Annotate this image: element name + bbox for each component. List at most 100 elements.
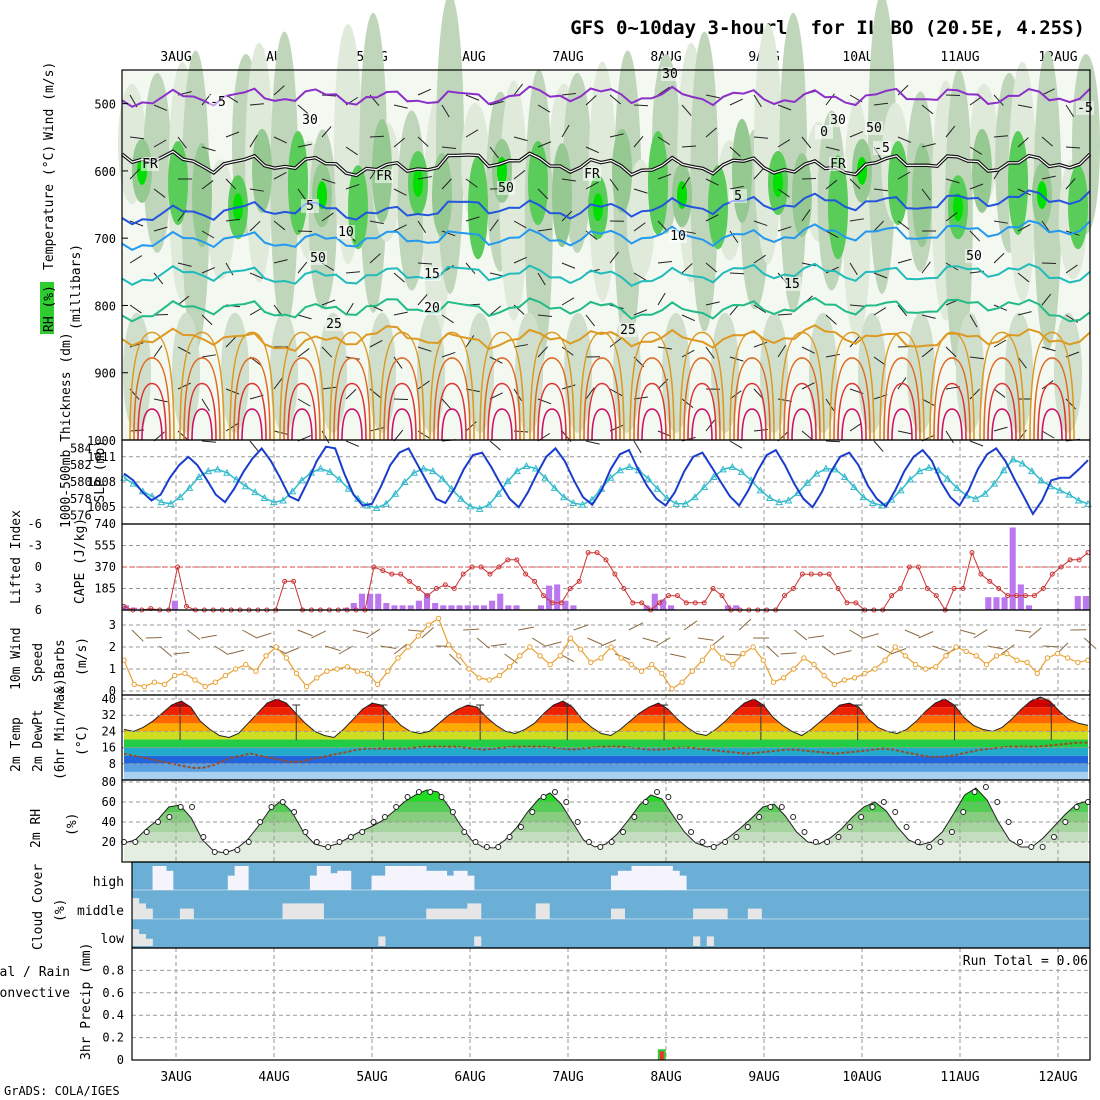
wind-speed-marker (1065, 655, 1071, 661)
wind-speed-marker (243, 661, 249, 668)
isotherm-loop (383, 357, 421, 441)
cloud-cell (296, 903, 304, 919)
contour-label: 10 (670, 229, 686, 244)
li-marker (451, 586, 457, 591)
cape-bar (562, 600, 569, 610)
isotherm-loop (983, 357, 1021, 441)
cape-bar (537, 605, 544, 610)
wind-barb (801, 430, 814, 441)
wind-barb (159, 645, 173, 657)
rh-marker (529, 809, 536, 815)
y-label-wind10m-barbs: & Barbs (53, 639, 68, 694)
cloud-cell (611, 875, 619, 890)
wind-barb (465, 216, 480, 222)
rh-marker (166, 814, 173, 820)
y-label-slp: SLP (mb) (93, 440, 108, 503)
li-marker (549, 600, 555, 606)
wind-barb (489, 219, 499, 232)
cloud-cell (145, 938, 153, 946)
thickness-marker (831, 465, 840, 473)
wind-speed-marker (933, 664, 939, 670)
cloud-cell (330, 873, 338, 890)
cape-bar (399, 605, 406, 610)
footer-credit: GrADS: COLA/IGES (4, 1084, 120, 1098)
wind-speed-marker (628, 661, 635, 668)
isotherm-loop (379, 331, 425, 441)
rh-marker (994, 799, 1001, 805)
wind-barb (561, 124, 570, 138)
wind-barb (1041, 293, 1052, 306)
thickness-marker (1037, 476, 1046, 484)
isotherm-loop (241, 408, 263, 441)
wind-barb (609, 251, 620, 264)
wind-barb (697, 637, 714, 641)
date-label-top: 11AUG (940, 50, 979, 65)
rh-shade (172, 312, 200, 433)
rh-marker (869, 804, 876, 810)
date-label-bottom: 7AUG (552, 1070, 583, 1085)
wind-barb (945, 178, 960, 184)
rh-shade (593, 193, 603, 222)
li-marker (567, 586, 573, 591)
wind-barb (345, 271, 360, 274)
rh-marker (880, 799, 887, 805)
wind-barb (657, 86, 670, 96)
li-marker (960, 586, 966, 591)
isotherm-loop (191, 408, 213, 441)
wind-barb (561, 93, 576, 96)
wind-barb (657, 136, 671, 146)
cloud-cell (412, 866, 420, 890)
li-marker (1023, 593, 1029, 599)
isotherm-loop (783, 357, 821, 441)
wind-speed-marker (547, 661, 553, 668)
wind-barb (1065, 178, 1076, 190)
wind-speed-marker (415, 633, 421, 639)
contour-label: 15 (784, 277, 800, 292)
isotherm-loop (541, 408, 563, 441)
cape-bar (993, 597, 1000, 610)
wind-speed-marker (638, 668, 645, 674)
wind-barb (1017, 356, 1027, 369)
li-marker (933, 593, 939, 599)
rh-marker (744, 824, 751, 830)
cloud-cell (316, 866, 324, 890)
li-marker (889, 593, 895, 599)
contour-label: 25 (620, 323, 636, 338)
wind-barb (921, 104, 934, 115)
rh-marker (427, 789, 434, 795)
wind-barb (345, 146, 358, 156)
thickness-marker (400, 477, 409, 485)
cape-bar (1017, 584, 1024, 610)
thickness-marker (204, 467, 213, 475)
wind-barb (537, 104, 551, 113)
contour-label: 50 (866, 121, 882, 136)
panel-frames (121, 69, 1091, 1061)
wind-speed-marker (405, 644, 411, 650)
li-marker (478, 564, 484, 570)
rh-marker (688, 829, 695, 835)
wind-barb (766, 645, 779, 658)
rh-shade (773, 169, 783, 198)
wind-barb (129, 255, 143, 264)
rh-shade (206, 159, 235, 280)
rh-marker (177, 804, 184, 810)
contour-label: 30 (830, 113, 846, 128)
isotherm-loop (737, 382, 767, 441)
rh-shade (708, 165, 728, 250)
cloud-cell (152, 866, 160, 890)
y-label-thickness: 1000-500mb Thickness (dm) (59, 332, 74, 528)
thickness-marker (953, 483, 961, 491)
contour-label-bg (375, 169, 393, 183)
rh-shade (858, 312, 886, 433)
cape-bar (1082, 596, 1089, 610)
date-label-top: 3AUG (160, 50, 191, 65)
wind-speed-marker (770, 679, 777, 685)
wind-barb (417, 136, 429, 147)
li-marker (835, 586, 841, 591)
wind-speed-marker (953, 644, 959, 650)
thickness-marker (148, 492, 156, 500)
rh-marker (937, 839, 944, 845)
cloud-cell (378, 936, 386, 946)
li-marker (398, 571, 404, 577)
wind-barb (273, 171, 287, 180)
